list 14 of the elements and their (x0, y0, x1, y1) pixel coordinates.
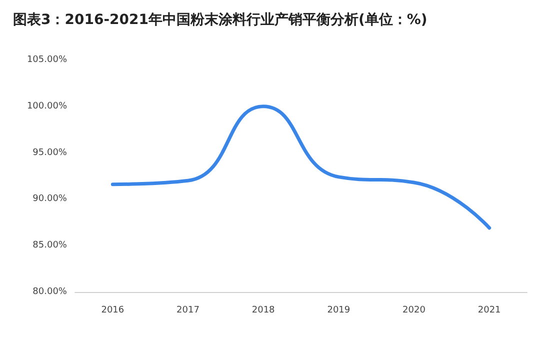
y-tick-label: 100.00% (26, 101, 68, 112)
chart-title: 图表3：2016-2021年中国粉末涂料行业产销平衡分析(单位：%) (13, 11, 428, 28)
x-tick-label: 2021 (478, 306, 501, 316)
x-tick-label: 2016 (101, 306, 124, 316)
x-tick-label: 2019 (327, 306, 350, 316)
y-tick-label: 105.00% (26, 55, 68, 65)
x-tick-label: 2018 (252, 306, 276, 316)
x-tick-label: 2020 (402, 306, 426, 316)
y-tick-label: 80.00% (32, 287, 68, 297)
y-tick-label: 85.00% (32, 240, 68, 251)
line-series (110, 104, 492, 230)
x-tick-label: 2017 (176, 306, 200, 316)
y-tick-label: 90.00% (32, 194, 68, 204)
y-tick-label: 95.00% (32, 148, 68, 158)
